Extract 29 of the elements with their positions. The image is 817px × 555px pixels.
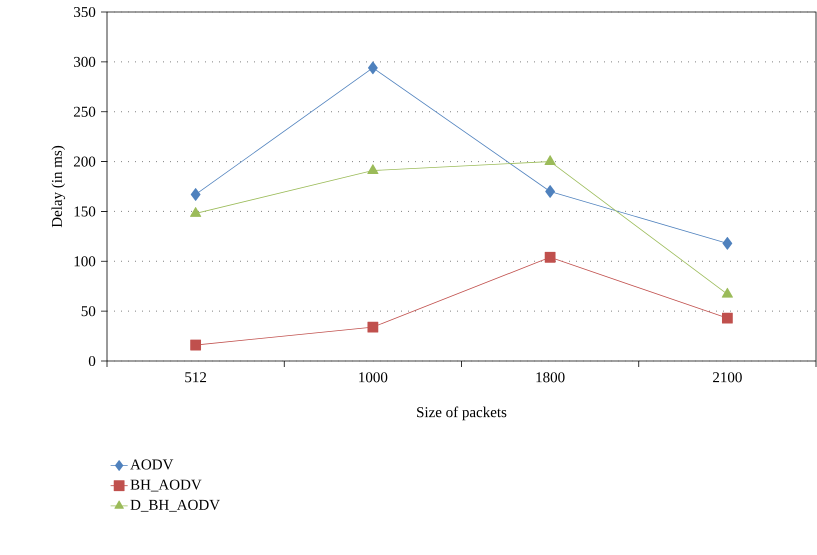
y-tick-label: 150 xyxy=(74,206,96,216)
y-tick-label: 0 xyxy=(88,356,96,366)
point xyxy=(722,236,732,250)
y-tick-label: 350 xyxy=(74,6,96,18)
y-tick-label: 250 xyxy=(74,106,96,117)
point xyxy=(368,61,378,74)
point xyxy=(722,312,733,324)
point xyxy=(722,288,733,298)
point xyxy=(190,188,201,201)
point xyxy=(544,155,556,165)
point xyxy=(190,207,202,217)
y-tick-label: 200 xyxy=(74,156,96,167)
legend-label: AODV xyxy=(130,459,174,470)
point xyxy=(544,252,556,263)
x-tick-label: 1000 xyxy=(359,372,388,382)
y-tick-label: 50 xyxy=(82,306,96,316)
y-tick-label: 300 xyxy=(74,56,96,67)
y-tick-label: 100 xyxy=(74,256,96,266)
point xyxy=(545,185,556,198)
point xyxy=(367,322,378,332)
point xyxy=(190,340,202,350)
point xyxy=(367,164,378,174)
legend-label: BH_AODV xyxy=(130,480,202,492)
x-tick-label: 2100 xyxy=(713,372,742,382)
y-axis-title: Delay (in ms) xyxy=(51,146,66,228)
legend-label: D_BH_AODV xyxy=(130,500,220,512)
x-tick-label: 1800 xyxy=(536,372,565,382)
x-tick-label: 512 xyxy=(185,372,206,382)
x-axis-title: Size of packets xyxy=(417,406,506,420)
